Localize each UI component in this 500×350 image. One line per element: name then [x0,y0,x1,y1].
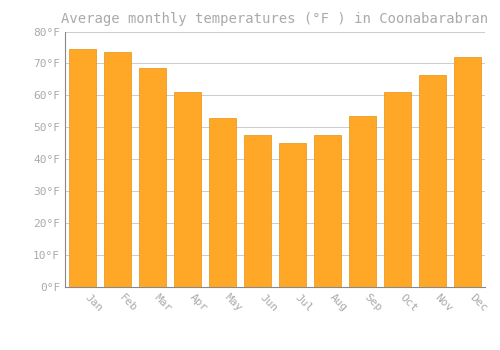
Bar [314,135,340,287]
Bar [350,116,376,287]
Bar [420,75,446,287]
Bar [244,135,270,287]
Bar [384,92,410,287]
Title: Average monthly temperatures (°F ) in Coonabarabran: Average monthly temperatures (°F ) in Co… [62,12,488,26]
Bar [210,118,236,287]
Bar [104,52,130,287]
Bar [454,57,480,287]
Bar [280,143,305,287]
Bar [174,92,201,287]
Bar [140,68,166,287]
Bar [70,49,96,287]
